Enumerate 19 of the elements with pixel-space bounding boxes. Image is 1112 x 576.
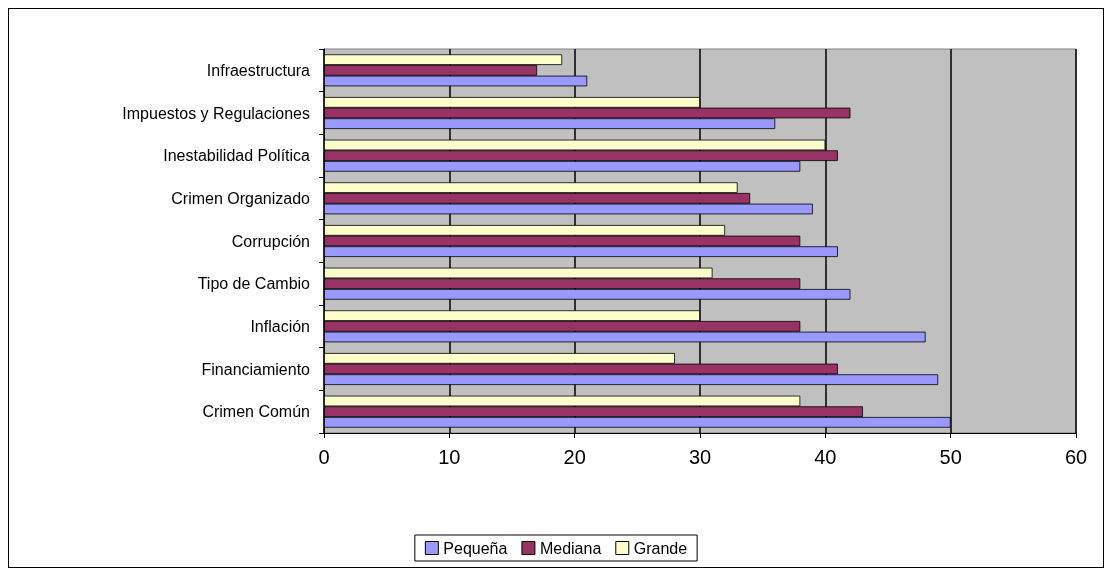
x-tick-label: 10 [438,446,461,468]
y-tick-label: Crimen Común [202,403,310,421]
x-tick-label: 60 [1064,446,1088,468]
x-tick-label: 0 [318,446,330,468]
x-tick-label: 40 [814,446,837,468]
y-tick-label: Crimen Organizado [171,189,311,207]
y-tick-label: Inestabilidad Política [163,147,311,165]
legend-label: Pequeña [443,539,508,557]
legend-label: Mediana [539,539,602,557]
y-tick-label: Corrupción [231,232,310,250]
y-tick-label: Infraestructura [206,61,311,79]
x-tick-label: 20 [563,446,586,468]
y-tick-label: Financiamiento [201,360,311,378]
x-tick-label: 50 [939,446,962,468]
y-tick-label: Tipo de Cambio [197,275,311,293]
y-tick-label: Inflación [250,317,310,335]
x-tick-label: 30 [688,446,712,468]
y-tick-label: Impuestos y Regulaciones [122,104,310,122]
legend-label: Grande [633,539,688,557]
